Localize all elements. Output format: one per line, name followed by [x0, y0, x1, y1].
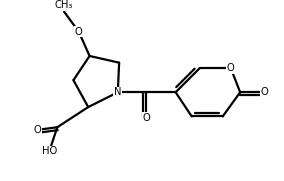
Text: O: O — [227, 63, 235, 73]
Text: O: O — [260, 87, 268, 97]
Text: O: O — [142, 113, 150, 123]
Text: N: N — [114, 87, 122, 97]
Text: CH₃: CH₃ — [55, 0, 73, 10]
Text: O: O — [33, 125, 41, 135]
Text: O: O — [75, 27, 83, 37]
Text: HO: HO — [42, 146, 57, 156]
